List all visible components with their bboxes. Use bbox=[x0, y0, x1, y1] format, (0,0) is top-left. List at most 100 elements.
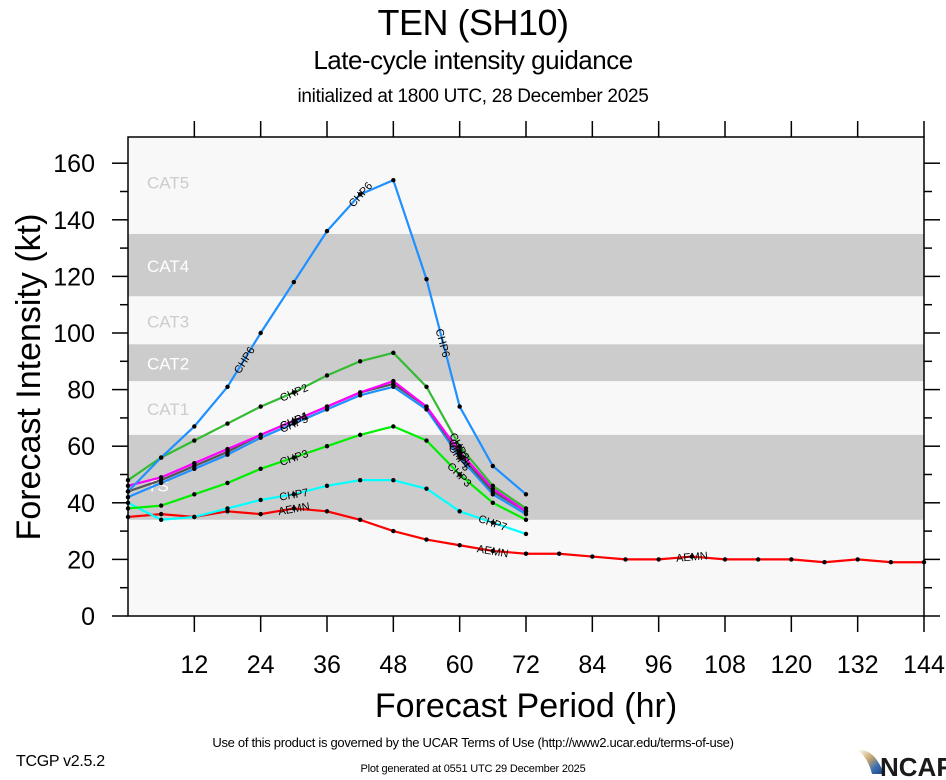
data-point-chp6 bbox=[291, 279, 297, 285]
data-point-chp2 bbox=[391, 350, 396, 356]
x-tick-label: 96 bbox=[645, 651, 673, 679]
data-point-chp6 bbox=[457, 404, 462, 409]
data-point-aemn bbox=[391, 528, 396, 534]
data-point-aemn bbox=[457, 543, 462, 548]
data-point-chp1 bbox=[324, 404, 330, 409]
y-axis-label: Forecast Intensity (kt) bbox=[10, 214, 48, 541]
data-point-aemn bbox=[822, 560, 827, 565]
band-label-cat4: CAT4 bbox=[147, 257, 189, 276]
x-tick-label: 84 bbox=[578, 651, 606, 679]
data-point-chp1 bbox=[457, 449, 462, 455]
x-tick-label: 120 bbox=[770, 651, 812, 679]
data-point-chp6 bbox=[490, 463, 496, 469]
band-label-cat5: CAT5 bbox=[147, 174, 189, 193]
series-label-aemn: AEMN bbox=[277, 501, 310, 518]
data-point-chp2 bbox=[258, 404, 263, 409]
series-label-chp7: CHP7 bbox=[279, 487, 310, 504]
x-tick-label: 60 bbox=[446, 651, 474, 679]
x-tick-label: 132 bbox=[837, 651, 879, 679]
ncar-logo: NCAR bbox=[858, 749, 946, 780]
data-point-chp7 bbox=[225, 506, 230, 511]
data-point-chp3 bbox=[158, 503, 164, 508]
data-point-chp2 bbox=[424, 384, 429, 389]
y-tick-label: 80 bbox=[67, 377, 95, 405]
data-point-chp6 bbox=[225, 384, 230, 389]
data-point-chp2 bbox=[291, 390, 297, 395]
band-cat2 bbox=[128, 344, 924, 382]
data-point-chp1 bbox=[391, 378, 396, 384]
y-tick-label: 0 bbox=[81, 603, 95, 631]
y-tick-label: 160 bbox=[53, 150, 95, 178]
data-point-chp3 bbox=[291, 455, 297, 460]
x-tick-label: 24 bbox=[247, 651, 275, 679]
data-point-chp3 bbox=[357, 432, 363, 438]
data-point-chp7 bbox=[424, 486, 429, 491]
data-point-chp6 bbox=[523, 492, 529, 497]
chart-subtitle: Late-cycle intensity guidance bbox=[313, 45, 633, 75]
y-tick-label: 20 bbox=[67, 546, 95, 574]
y-tick-label: 100 bbox=[53, 320, 95, 348]
data-point-aemn bbox=[490, 548, 496, 554]
data-point-chp2 bbox=[192, 438, 197, 443]
data-point-chp1 bbox=[192, 460, 197, 466]
data-point-chp6 bbox=[258, 330, 263, 336]
data-point-aemn bbox=[424, 537, 429, 542]
data-point-aemn bbox=[258, 511, 263, 517]
data-point-chp1 bbox=[258, 432, 263, 438]
data-point-chp3 bbox=[523, 517, 529, 522]
data-point-chp7 bbox=[158, 517, 164, 522]
data-point-chp1 bbox=[357, 390, 363, 395]
band-label-cat3: CAT3 bbox=[147, 312, 189, 331]
data-point-aemn bbox=[855, 557, 860, 562]
band-label-cat1: CAT1 bbox=[147, 400, 189, 419]
data-point-chp7 bbox=[291, 492, 297, 497]
data-point-chp3 bbox=[324, 444, 330, 449]
x-tick-label: 48 bbox=[379, 651, 407, 679]
data-point-aemn bbox=[158, 511, 164, 517]
data-point-chp6 bbox=[357, 192, 363, 197]
data-point-chp2 bbox=[490, 483, 496, 489]
data-point-chp7 bbox=[457, 509, 462, 514]
data-point-aemn bbox=[722, 557, 728, 562]
chart-title: TEN (SH10) bbox=[377, 2, 569, 43]
data-point-chp3 bbox=[258, 466, 263, 472]
data-point-chp6 bbox=[391, 177, 396, 183]
data-point-chp7 bbox=[490, 520, 496, 525]
data-point-aemn bbox=[888, 560, 894, 565]
ncar-swoosh-icon bbox=[858, 749, 884, 774]
x-tick-label: 108 bbox=[704, 651, 746, 679]
y-tick-label: 120 bbox=[53, 263, 95, 291]
data-point-aemn bbox=[689, 554, 695, 559]
data-point-chp2 bbox=[324, 373, 330, 378]
category-bands bbox=[128, 137, 924, 616]
x-tick-label: 144 bbox=[903, 651, 945, 679]
data-point-chp2 bbox=[225, 421, 230, 426]
data-point-aemn bbox=[623, 557, 628, 562]
data-point-chp6 bbox=[324, 228, 330, 234]
data-point-chp7 bbox=[324, 483, 330, 489]
data-point-chp3 bbox=[192, 492, 197, 497]
data-point-aemn bbox=[291, 506, 297, 511]
series-label-aemn: AEMN bbox=[676, 550, 709, 565]
data-point-chp7 bbox=[258, 497, 263, 503]
generated-time: Plot generated at 0551 UTC 29 December 2… bbox=[360, 763, 586, 775]
x-tick-label: 12 bbox=[180, 651, 208, 679]
data-point-chp2 bbox=[457, 444, 462, 449]
data-point-chp1 bbox=[291, 418, 297, 423]
axes: 0 20 40 60 80 100 120 140 160 12 24 36 48 60 72 84 96 108… bbox=[53, 121, 945, 679]
y-tick-label: 140 bbox=[53, 207, 95, 235]
ncar-logo-text: NCAR bbox=[880, 752, 946, 780]
init-time-line: initialized at 1800 UTC, 28 December 202… bbox=[297, 86, 649, 107]
data-point-chp1 bbox=[225, 446, 230, 452]
data-point-aemn bbox=[523, 551, 529, 556]
band-cat4 bbox=[128, 233, 924, 297]
data-point-aemn bbox=[590, 554, 595, 559]
data-point-aemn bbox=[656, 557, 661, 562]
data-point-chp7 bbox=[523, 531, 529, 537]
data-point-chp6 bbox=[158, 455, 164, 460]
series-label-aemn: AEMN bbox=[476, 543, 509, 560]
data-point-chp2 bbox=[357, 359, 363, 364]
data-point-chp3 bbox=[490, 500, 496, 505]
data-point-chp6 bbox=[192, 424, 197, 429]
